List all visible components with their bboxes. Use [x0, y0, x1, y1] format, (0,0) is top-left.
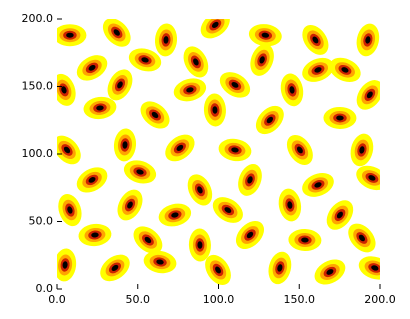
spot: [88, 177, 96, 183]
spot: [341, 67, 349, 73]
spot: [366, 91, 373, 99]
spot: [96, 105, 104, 111]
spot: [61, 86, 67, 94]
spot: [62, 261, 68, 269]
spot: [359, 146, 365, 154]
spot: [67, 206, 73, 214]
y-tick-label: 0.0: [36, 282, 54, 295]
y-tick-label: 50.0: [29, 215, 54, 228]
spot: [358, 234, 366, 242]
spot: [88, 64, 96, 71]
spot: [224, 207, 232, 213]
spot: [215, 266, 221, 274]
spot: [136, 169, 144, 175]
x-tick-label: 50.0: [126, 293, 151, 306]
spot: [156, 259, 164, 265]
spot: [247, 176, 253, 184]
spot: [261, 32, 270, 38]
spot: [336, 115, 344, 121]
spot: [197, 186, 203, 194]
spot: [277, 264, 283, 272]
spot: [259, 56, 265, 64]
spot: [314, 182, 322, 188]
x-tick-label: 100.0: [203, 293, 235, 306]
spot: [141, 57, 149, 63]
spot: [151, 111, 159, 119]
spot: [231, 81, 239, 88]
spot: [193, 58, 199, 66]
spot: [287, 201, 293, 209]
spot: [66, 32, 74, 38]
spot: [365, 36, 371, 44]
spot: [63, 146, 71, 154]
spot: [371, 265, 379, 271]
spot: [171, 212, 179, 218]
spot: [163, 36, 169, 44]
y-tick-label: 150.0: [22, 80, 54, 93]
spot: [91, 232, 99, 238]
spot: [289, 86, 295, 94]
spot: [113, 29, 120, 36]
spot: [127, 201, 133, 209]
x-tick-label: 200.0: [364, 293, 396, 306]
x-tick-label: 0.0: [48, 293, 66, 306]
spot: [212, 106, 218, 114]
spot: [111, 264, 119, 271]
spot: [144, 236, 152, 244]
spot: [336, 211, 343, 219]
spot: [368, 175, 376, 181]
spot: [186, 87, 194, 93]
spot: [314, 67, 322, 73]
plot-area: [57, 19, 380, 286]
spot: [117, 81, 123, 89]
spot: [312, 36, 319, 44]
x-tick-label: 150.0: [284, 293, 316, 306]
spot: [122, 141, 128, 149]
spot: [231, 147, 239, 153]
spot: [301, 237, 309, 243]
axes: 0.0 50.0 100.0 150.0 200.0 0.0 50.0 100.0 150.0 2…: [22, 12, 396, 306]
spot: [246, 231, 254, 239]
y-tick-label: 200.0: [22, 12, 54, 25]
spot: [266, 116, 274, 124]
spot: [176, 144, 184, 151]
spot: [296, 146, 303, 154]
spot: [211, 21, 219, 28]
y-tick-label: 100.0: [22, 147, 54, 160]
spot: [197, 241, 203, 249]
spot: [326, 269, 334, 275]
